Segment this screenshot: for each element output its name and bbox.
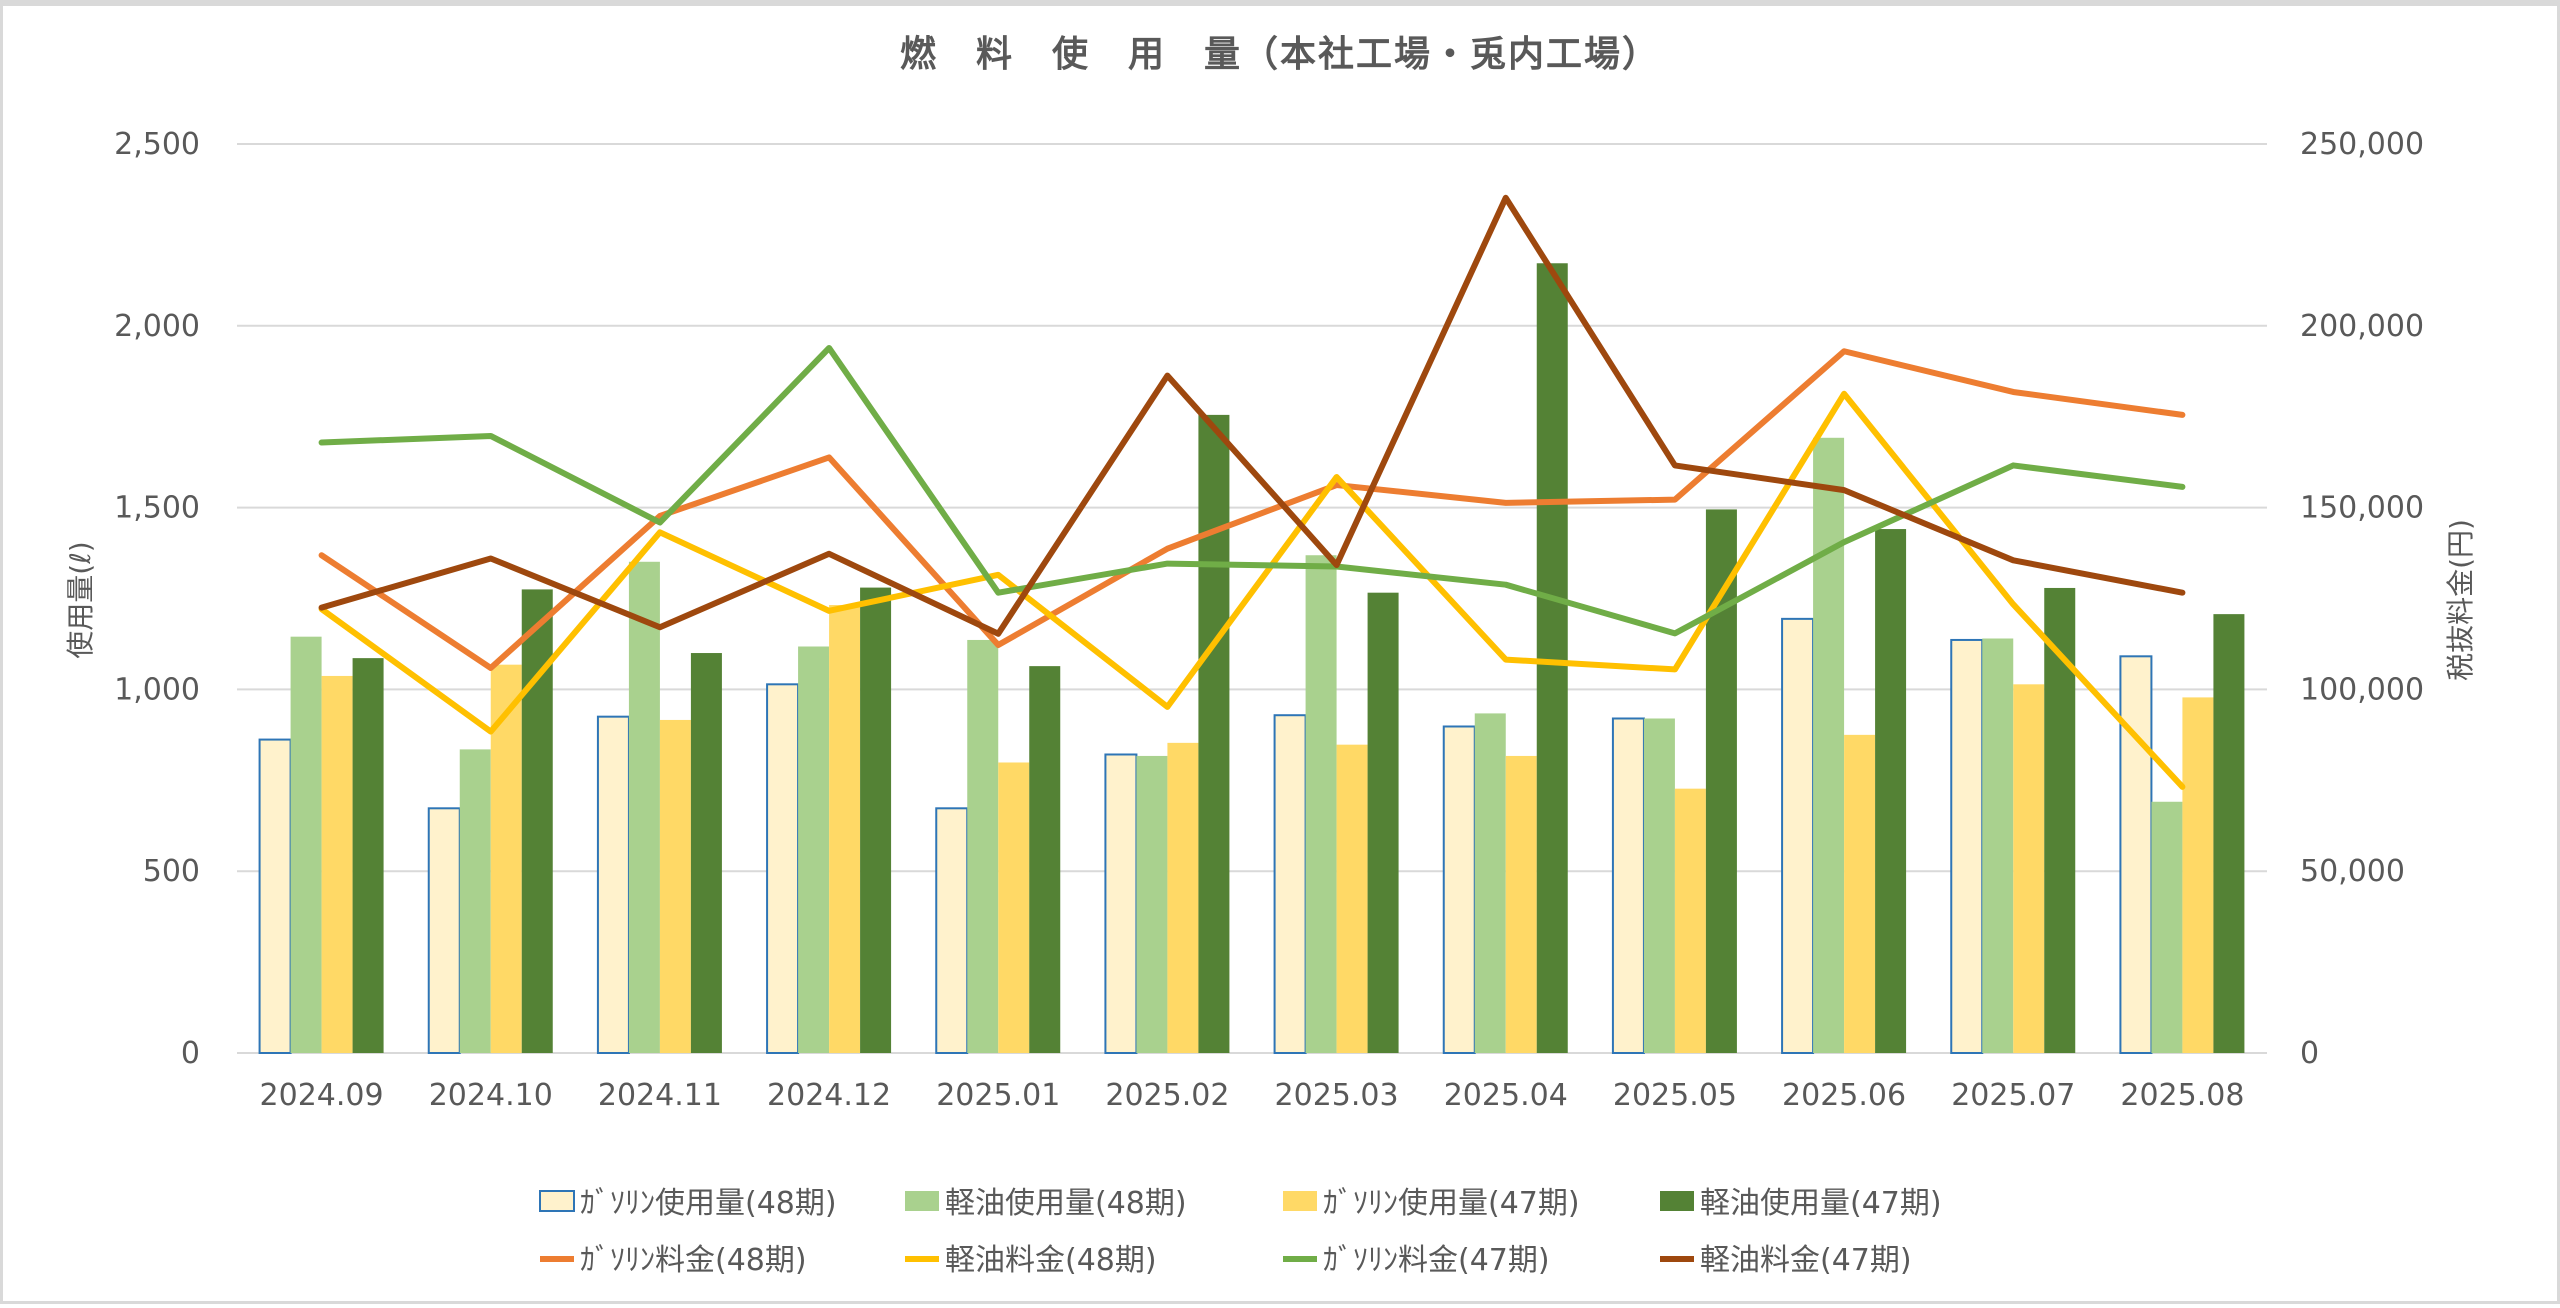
y-axis-ticks: 0 500 1,000 1,500 2,000 2,500 (114, 127, 200, 1071)
x-tick-label: 2025.01 (936, 1078, 1060, 1113)
bar-0-2024.09 (258, 738, 292, 1054)
legend-swatch-3 (1660, 1191, 1694, 1211)
y2-tick-label: 250,000 (2300, 127, 2424, 162)
bar-1-2025.06 (1813, 437, 1845, 1053)
x-tick-label: 2024.09 (260, 1078, 384, 1113)
bar-1-2025.02 (1136, 755, 1168, 1053)
legend-label: ｶﾞｿﾘﾝ料金(48期) (580, 1243, 807, 1278)
bar-3-2025.04 (1536, 263, 1568, 1053)
bar-1-2024.10 (459, 749, 491, 1053)
bar-0-2024.11 (596, 715, 630, 1054)
line-series-1 (318, 390, 2186, 790)
bar-1-2024.09 (290, 636, 322, 1053)
y-tick-label: 500 (143, 854, 200, 889)
y-tick-label: 2,500 (114, 127, 200, 162)
legend-label: 軽油料金(48期) (945, 1243, 1157, 1278)
bar-1-2025.07 (1982, 638, 2014, 1053)
x-tick-label: 2025.05 (1613, 1078, 1737, 1113)
legend-swatch-2 (1283, 1191, 1317, 1211)
x-tick-label: 2025.02 (1105, 1078, 1229, 1113)
bar-3-2024.12 (860, 587, 892, 1053)
bar-2-2025.08 (2182, 697, 2214, 1053)
legend: ｶﾞｿﾘﾝ使用量(48期) 軽油使用量(48期) ｶﾞｿﾘﾝ使用量(47期) 軽油使用… (539, 1186, 1942, 1278)
bar-2-2025.02 (1167, 742, 1199, 1053)
bar-3-2025.08 (2213, 614, 2245, 1053)
bar-0-2024.10 (427, 807, 461, 1054)
line-series-3 (318, 194, 2186, 637)
y2-axis-label: 税抜料金(円) (2444, 519, 2477, 681)
line-series-0 (318, 348, 2186, 671)
bar-0-2025.08 (2119, 655, 2153, 1054)
y-tick-label: 0 (181, 1036, 200, 1071)
line-series-2 (318, 344, 2186, 637)
y2-tick-label: 150,000 (2300, 491, 2424, 526)
legend-label: 軽油使用量(48期) (945, 1186, 1187, 1221)
x-tick-label: 2025.08 (2120, 1078, 2244, 1113)
bar-2-2025.03 (1336, 744, 1368, 1053)
lines (318, 194, 2186, 790)
bar-3-2025.06 (1875, 529, 1907, 1053)
legend-label: ｶﾞｿﾘﾝ使用量(48期) (580, 1186, 837, 1221)
y-axis-label: 使用量(ℓ) (64, 541, 97, 658)
y-tick-label: 2,000 (114, 309, 200, 344)
x-axis-ticks: 2024.09 2024.10 2024.11 2024.12 2025.01 2025.… (260, 1078, 2245, 1113)
legend-label: ｶﾞｿﾘﾝ使用量(47期) (1323, 1186, 1580, 1221)
bar-1-2024.11 (628, 561, 660, 1053)
x-tick-label: 2024.11 (598, 1078, 722, 1113)
x-tick-label: 2024.12 (767, 1078, 891, 1113)
bar-0-2025.04 (1442, 725, 1476, 1054)
bar-0-2025.06 (1781, 617, 1815, 1054)
bar-2-2025.04 (1505, 755, 1537, 1053)
bar-1-2025.03 (1305, 555, 1337, 1053)
bar-1-2024.12 (798, 646, 830, 1053)
x-tick-label: 2025.04 (1444, 1078, 1568, 1113)
x-tick-label: 2024.10 (429, 1078, 553, 1113)
bar-1-2025.05 (1643, 718, 1675, 1053)
bar-0-2025.05 (1611, 717, 1645, 1054)
x-tick-label: 2025.07 (1951, 1078, 2075, 1113)
legend-label: 軽油使用量(47期) (1700, 1186, 1942, 1221)
bar-3-2025.03 (1367, 592, 1399, 1053)
bar-3-2024.11 (690, 653, 722, 1053)
bar-2-2025.01 (998, 762, 1030, 1053)
y2-tick-label: 0 (2300, 1036, 2319, 1071)
x-tick-label: 2025.03 (1275, 1078, 1399, 1113)
bar-3-2024.10 (521, 589, 553, 1053)
bar-2-2025.05 (1674, 788, 1706, 1053)
bar-0-2025.02 (1104, 753, 1138, 1054)
bar-3-2025.02 (1198, 414, 1230, 1054)
bar-0-2025.01 (935, 807, 969, 1054)
bar-0-2025.07 (1950, 638, 1984, 1054)
fuel-usage-chart: 燃 料 使 用 量（本社工場・兎内工場） 0 500 1,000 1,500 2,000… (64, 34, 2477, 1278)
y2-tick-label: 50,000 (2300, 854, 2405, 889)
bars (258, 263, 2245, 1054)
bar-1-2025.08 (2151, 801, 2183, 1053)
y2-axis-ticks: 0 50,000 100,000 150,000 200,000 250,000 (2300, 127, 2424, 1071)
legend-swatch-1 (905, 1191, 939, 1211)
legend-swatch-0 (539, 1190, 575, 1212)
x-tick-label: 2025.06 (1782, 1078, 1906, 1113)
bar-1-2025.01 (967, 639, 999, 1053)
bar-2-2024.09 (321, 675, 353, 1053)
bar-2-2024.11 (659, 719, 691, 1053)
bar-2-2024.12 (829, 605, 861, 1053)
gridlines (237, 143, 2267, 1054)
bar-0-2024.12 (766, 683, 800, 1054)
bar-0-2025.03 (1273, 714, 1307, 1054)
bar-3-2025.01 (1029, 666, 1061, 1053)
y2-tick-label: 100,000 (2300, 672, 2424, 707)
chart-title: 燃 料 使 用 量（本社工場・兎内工場） (900, 34, 1660, 75)
bar-1-2025.04 (1474, 713, 1506, 1053)
bar-2-2025.06 (1844, 734, 1876, 1053)
y2-tick-label: 200,000 (2300, 309, 2424, 344)
y-tick-label: 1,000 (114, 672, 200, 707)
legend-label: ｶﾞｿﾘﾝ料金(47期) (1323, 1243, 1550, 1278)
y-tick-label: 1,500 (114, 491, 200, 526)
bar-2-2025.07 (2013, 684, 2045, 1053)
bar-3-2024.09 (352, 658, 384, 1053)
legend-label: 軽油料金(47期) (1700, 1243, 1912, 1278)
